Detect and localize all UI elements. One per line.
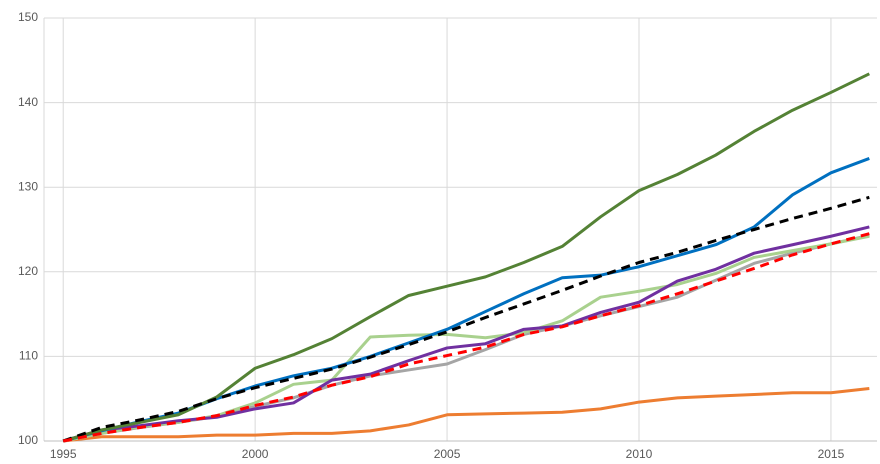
x-tick-label: 2005 [434, 447, 461, 461]
x-tick-label: 1995 [50, 447, 77, 461]
y-tick-label: 100 [18, 433, 38, 447]
series-line [62, 195, 870, 443]
x-tick-label: 2015 [818, 447, 845, 461]
series-line [63, 387, 870, 443]
series-line [62, 72, 870, 443]
x-tick-label: 2010 [626, 447, 653, 461]
y-tick-label: 150 [18, 10, 38, 24]
series-line [62, 157, 870, 443]
y-tick-label: 130 [18, 179, 38, 193]
x-tick-label: 2000 [242, 447, 269, 461]
series-line [62, 232, 870, 443]
y-tick-label: 140 [18, 95, 38, 109]
y-tick-label: 120 [18, 264, 38, 278]
y-tick-label: 110 [19, 349, 38, 363]
